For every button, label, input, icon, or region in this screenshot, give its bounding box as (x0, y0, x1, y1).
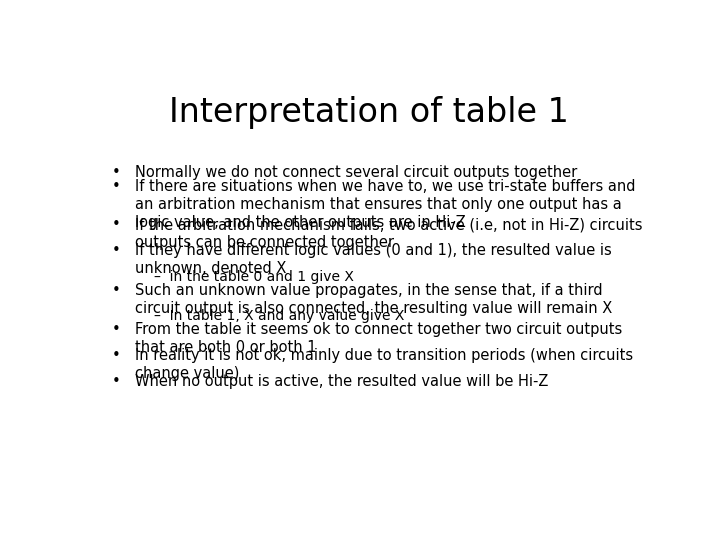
Text: If the arbitration mechanism fails, two active (i.e, not in Hi-Z) circuits
outpu: If the arbitration mechanism fails, two … (135, 217, 642, 250)
Text: If there are situations when we have to, we use tri-state buffers and
an arbitra: If there are situations when we have to,… (135, 179, 636, 230)
Text: Such an unknown value propagates, in the sense that, if a third
circuit output i: Such an unknown value propagates, in the… (135, 283, 612, 316)
Text: From the table it seems ok to connect together two circuit outputs
that are both: From the table it seems ok to connect to… (135, 322, 622, 355)
Text: •: • (112, 374, 120, 389)
Text: •: • (112, 283, 120, 298)
Text: –  in the table 0 and 1 give X: – in the table 0 and 1 give X (153, 269, 354, 284)
Text: –  In table 1, X and any value give X: – In table 1, X and any value give X (153, 309, 404, 323)
Text: •: • (112, 322, 120, 337)
Text: In reality it is not ok, mainly due to transition periods (when circuits
change : In reality it is not ok, mainly due to t… (135, 348, 633, 381)
Text: •: • (112, 217, 120, 232)
Text: •: • (112, 244, 120, 259)
Text: Normally we do not connect several circuit outputs together: Normally we do not connect several circu… (135, 165, 577, 180)
Text: Interpretation of table 1: Interpretation of table 1 (169, 96, 569, 129)
Text: When no output is active, the resulted value will be Hi-Z: When no output is active, the resulted v… (135, 374, 549, 389)
Text: If they have different logic values (0 and 1), the resulted value is
unknown, de: If they have different logic values (0 a… (135, 244, 612, 276)
Text: •: • (112, 179, 120, 194)
Text: •: • (112, 165, 120, 180)
Text: •: • (112, 348, 120, 363)
